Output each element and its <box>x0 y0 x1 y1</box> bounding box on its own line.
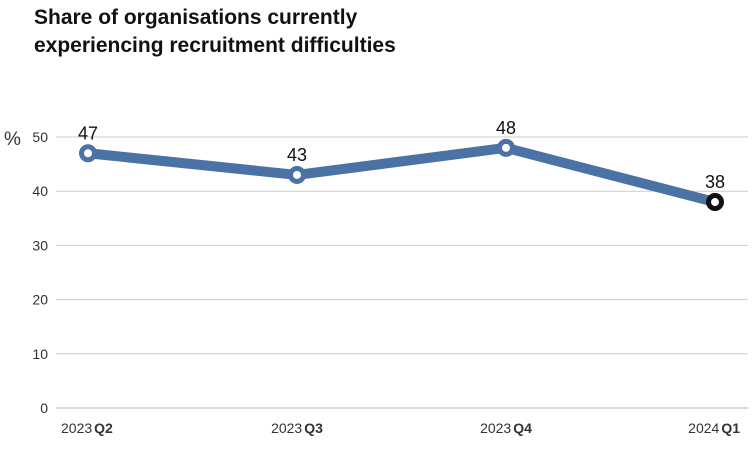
x-tick-quarter: Q1 <box>721 420 740 436</box>
x-tick-label-2023-Q2: 2023 Q2 <box>61 420 113 436</box>
series-line <box>83 142 720 208</box>
y-tick-label-10: 10 <box>32 346 48 362</box>
data-point-1 <box>288 165 306 184</box>
y-axis-unit-label: % <box>4 129 21 150</box>
y-tick-label-30: 30 <box>32 237 48 253</box>
y-tick-label-20: 20 <box>32 292 48 308</box>
data-label-3: 38 <box>705 172 725 192</box>
data-point-0 <box>79 144 97 163</box>
x-tick-year: 2023 <box>271 420 302 436</box>
data-labels: 47 43 48 38 <box>78 118 725 192</box>
chart-title: Share of organisations currently experie… <box>34 4 396 60</box>
x-tick-year: 2024 <box>688 420 719 436</box>
series-line-group <box>79 138 724 212</box>
x-tick-label-2023-Q3: 2023 Q3 <box>271 420 323 436</box>
x-tick-year: 2023 <box>480 420 511 436</box>
x-axis: 2023 Q2 2023 Q3 2023 Q4 2024 Q1 <box>61 420 740 436</box>
data-label-1: 43 <box>287 145 307 165</box>
data-label-2: 48 <box>496 118 516 138</box>
x-tick-quarter: Q4 <box>513 420 532 436</box>
x-tick-year: 2023 <box>61 420 92 436</box>
x-tick-label-2023-Q4: 2023 Q4 <box>480 420 532 436</box>
chart-title-line-1: Share of organisations currently <box>34 6 358 29</box>
x-tick-quarter: Q3 <box>304 420 323 436</box>
data-point-2 <box>497 138 515 157</box>
x-tick-label-2024-Q1: 2024 Q1 <box>688 420 740 436</box>
y-tick-label-40: 40 <box>32 183 48 199</box>
y-tick-label-0: 0 <box>40 400 48 416</box>
chart-title-line-2: experiencing recruitment difficulties <box>34 34 396 57</box>
y-axis: % 0 10 20 30 40 50 <box>4 129 48 416</box>
y-tick-label-50: 50 <box>32 129 48 145</box>
x-tick-quarter: Q2 <box>94 420 113 436</box>
data-point-3 <box>706 193 724 212</box>
data-label-0: 47 <box>78 123 98 143</box>
gridlines <box>56 136 748 409</box>
